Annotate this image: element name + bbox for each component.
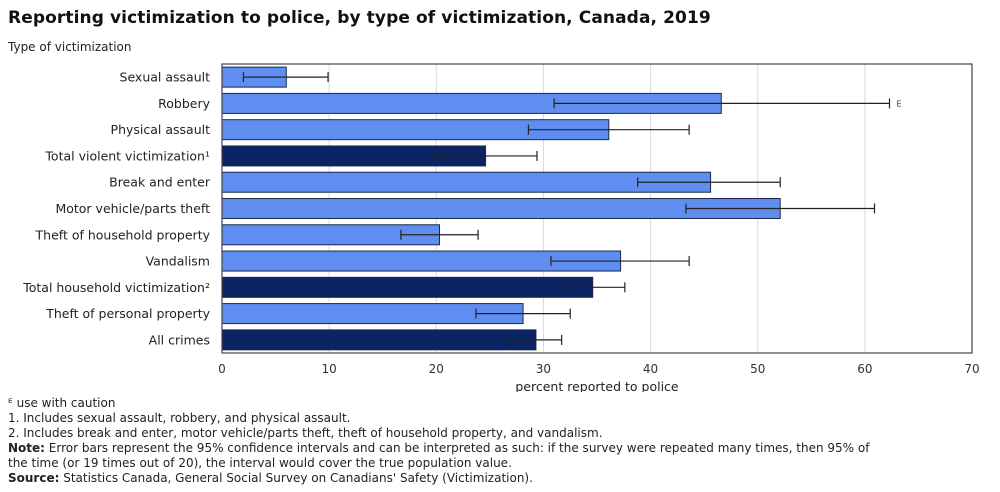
x-tick-label: 0	[218, 362, 226, 376]
x-axis-title: percent reported to police	[515, 379, 679, 392]
x-tick-label: 70	[964, 362, 979, 376]
x-tick-label: 10	[322, 362, 337, 376]
x-tick-label: 30	[536, 362, 551, 376]
footnotes: ᴱ use with caution 1. Includes sexual as…	[8, 396, 988, 486]
source-text: Statistics Canada, General Social Survey…	[59, 471, 533, 485]
note: Note: Error bars represent the 95% confi…	[8, 441, 988, 456]
category-label: Break and enter	[109, 175, 211, 190]
note-text-continued: the time (or 19 times out of 20), the in…	[8, 456, 512, 470]
category-label: Theft of household property	[35, 227, 211, 242]
x-tick-label: 60	[857, 362, 872, 376]
plot-frame	[221, 63, 973, 354]
bar	[221, 329, 537, 351]
category-labels: Sexual assault Robbery Physical assault Tot…	[22, 70, 211, 348]
bar-chart: E Sexual assault Robbery Physical assault T…	[22, 63, 980, 392]
source: Source: Statistics Canada, General Socia…	[8, 471, 988, 486]
bars	[221, 66, 781, 351]
footnote-2: 2. Includes break and enter, motor vehic…	[8, 426, 603, 440]
category-label: Physical assault	[111, 122, 211, 137]
category-label: Vandalism	[146, 254, 210, 269]
category-label: Robbery	[158, 96, 210, 111]
x-tick-label: 20	[429, 362, 444, 376]
source-label: Source:	[8, 471, 60, 485]
caution-note: ᴱ use with caution	[8, 396, 116, 410]
x-tick-labels: 0 10 20 30 40 50 60 70	[218, 362, 979, 376]
category-label: All crimes	[149, 332, 210, 347]
category-label: Total violent victimization¹	[44, 148, 210, 163]
y-axis-title: Type of victimization	[8, 40, 132, 54]
note-text: Error bars represent the 95% confidence …	[44, 441, 870, 455]
category-label: Motor vehicle/parts theft	[55, 201, 210, 216]
category-label: Sexual assault	[120, 70, 211, 85]
footnote-1: 1. Includes sexual assault, robbery, and…	[8, 411, 351, 425]
x-tick-label: 40	[643, 362, 658, 376]
chart-title: Reporting victimization to police, by ty…	[8, 8, 711, 28]
category-label: Theft of personal property	[45, 306, 210, 321]
category-label: Total household victimization²	[22, 280, 210, 295]
caution-flag: E	[897, 99, 902, 108]
error-bars: E	[242, 72, 902, 345]
note-label: Note:	[8, 441, 45, 455]
x-tick-label: 50	[750, 362, 765, 376]
bar	[221, 276, 594, 298]
